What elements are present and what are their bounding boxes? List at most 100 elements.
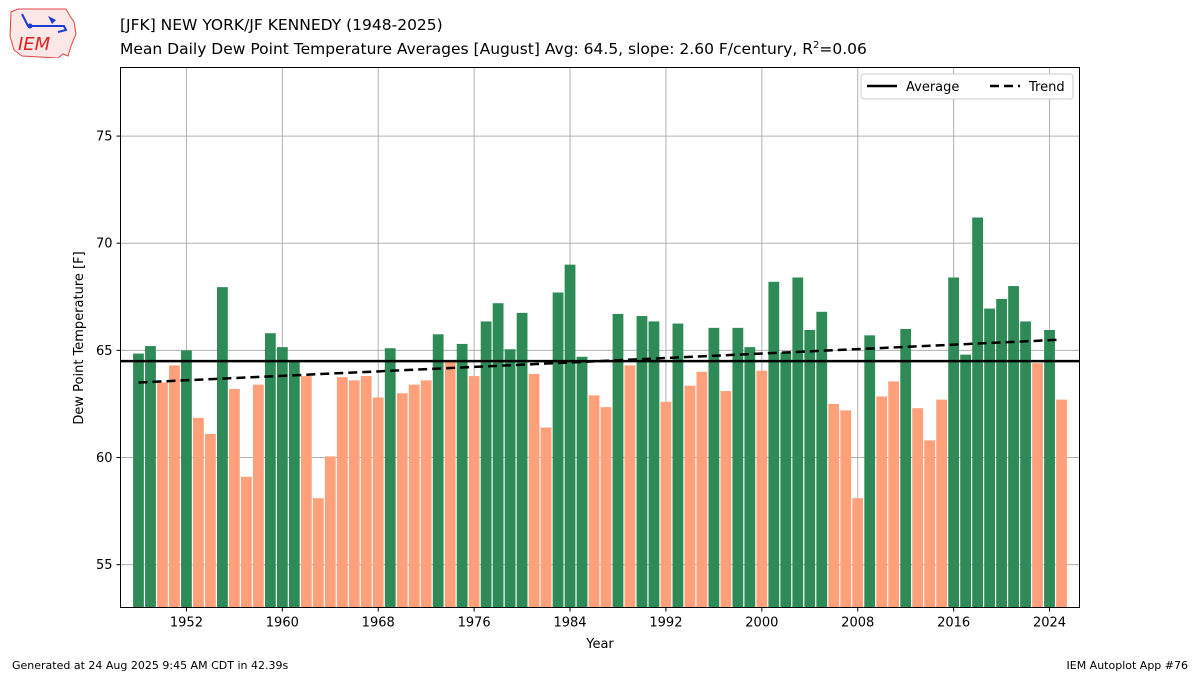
- x-tick-label: 2000: [745, 616, 778, 631]
- x-ticks: 1952 1960 1968 1976 1984 1992 2000 2008 2016 2024: [170, 607, 1066, 631]
- bar-1994: [684, 385, 696, 608]
- bar-1957: [240, 476, 252, 608]
- bar-1956: [228, 388, 240, 608]
- bar-1960: [276, 347, 288, 608]
- bar-1978: [492, 303, 504, 608]
- bar-1992: [660, 401, 672, 608]
- bar-1966: [348, 380, 360, 608]
- x-tick-label: 2024: [1033, 616, 1066, 631]
- bar-1982: [540, 427, 552, 608]
- bar-1968: [372, 397, 384, 608]
- bar-2021: [1008, 286, 1019, 608]
- y-axis-label: Dew Point Temperature [F]: [72, 251, 87, 424]
- bar-2016: [948, 277, 960, 608]
- trend-line: [138, 338, 1062, 384]
- chart-title: [JFK] NEW YORK/JF KENNEDY (1948-2025): [120, 16, 443, 34]
- x-tick-label: 1992: [649, 616, 682, 631]
- x-tick-label: 1984: [553, 616, 586, 631]
- bar-1984: [564, 264, 576, 608]
- y-tick-label: 75: [96, 130, 113, 145]
- bar-1999: [744, 347, 756, 608]
- bar-2025: [1056, 399, 1067, 608]
- x-tick-label: 2008: [841, 616, 874, 631]
- bar-1974: [444, 362, 456, 608]
- bar-2002: [780, 352, 792, 608]
- bar-1948: [133, 353, 144, 608]
- bar-2000: [756, 370, 768, 608]
- bar-1990: [636, 316, 648, 608]
- bar-1967: [360, 376, 372, 608]
- bar-2010: [876, 396, 888, 608]
- bar-2022: [1020, 321, 1031, 608]
- legend-box: [860, 73, 1074, 100]
- bar-2020: [996, 298, 1007, 608]
- y-ticks: 55 60 65 70 75: [96, 130, 121, 573]
- grid-layer: [120, 67, 1080, 608]
- bar-2009: [864, 335, 876, 608]
- iem-logo: IEM: [9, 8, 77, 58]
- x-tick-label: 2016: [937, 616, 970, 631]
- bar-1964: [324, 456, 336, 608]
- generated-timestamp: Generated at 24 Aug 2025 9:45 AM CDT in …: [12, 659, 289, 672]
- bar-1950: [157, 382, 168, 608]
- subtitle-suffix: =0.06: [819, 40, 867, 59]
- bar-1985: [576, 356, 588, 608]
- bar-1998: [732, 327, 744, 608]
- x-tick-label: 1976: [458, 616, 491, 631]
- bar-2012: [900, 328, 912, 608]
- legend-trend-label: Trend: [1028, 80, 1065, 95]
- bar-1989: [624, 365, 636, 608]
- bar-1961: [288, 361, 300, 608]
- bar-1951: [169, 365, 180, 608]
- x-tick-label: 1952: [170, 616, 203, 631]
- bar-2013: [912, 408, 924, 608]
- bar-1953: [193, 417, 204, 608]
- bar-1965: [336, 377, 348, 608]
- bars-layer: [133, 217, 1067, 608]
- bar-1949: [145, 346, 156, 608]
- x-axis-label: Year: [585, 637, 614, 652]
- bar-1952: [181, 350, 192, 608]
- bar-2005: [816, 311, 828, 608]
- bar-1983: [552, 292, 564, 608]
- bar-2007: [840, 410, 852, 608]
- bar-1997: [720, 391, 732, 608]
- bar-1959: [264, 333, 276, 608]
- bar-1980: [516, 312, 528, 608]
- app-credit: IEM Autoplot App #76: [1066, 659, 1189, 672]
- bar-1975: [456, 343, 468, 608]
- bar-2023: [1032, 363, 1043, 608]
- bar-1955: [216, 287, 228, 608]
- bar-1996: [708, 327, 720, 608]
- bar-1970: [396, 393, 408, 608]
- bar-2008: [852, 498, 864, 608]
- bar-2024: [1044, 330, 1055, 608]
- bar-1988: [612, 313, 624, 608]
- x-tick-label: 1960: [266, 616, 299, 631]
- bar-1971: [408, 384, 420, 608]
- legend-average-label: Average: [906, 80, 959, 95]
- logo-text: IEM: [18, 34, 51, 55]
- bar-1962: [300, 376, 312, 608]
- bar-2015: [936, 399, 948, 608]
- chart-subtitle: Mean Daily Dew Point Temperature Average…: [120, 40, 867, 58]
- bar-2006: [828, 403, 840, 608]
- bar-1995: [696, 371, 708, 608]
- bar-2014: [924, 440, 936, 608]
- bar-2019: [984, 308, 995, 608]
- bar-2011: [888, 381, 900, 608]
- bar-1991: [648, 321, 660, 608]
- bar-1986: [588, 395, 600, 608]
- bar-2017: [960, 354, 972, 608]
- bar-1954: [205, 433, 216, 608]
- bar-1977: [480, 321, 492, 608]
- bar-2004: [804, 330, 816, 608]
- bar-1976: [468, 376, 480, 608]
- legend: Average Trend: [860, 73, 1074, 100]
- bar-1979: [504, 349, 516, 608]
- bar-1969: [384, 348, 396, 608]
- y-tick-label: 70: [96, 237, 113, 252]
- plot-frame: [120, 67, 1080, 608]
- y-tick-label: 60: [96, 451, 113, 466]
